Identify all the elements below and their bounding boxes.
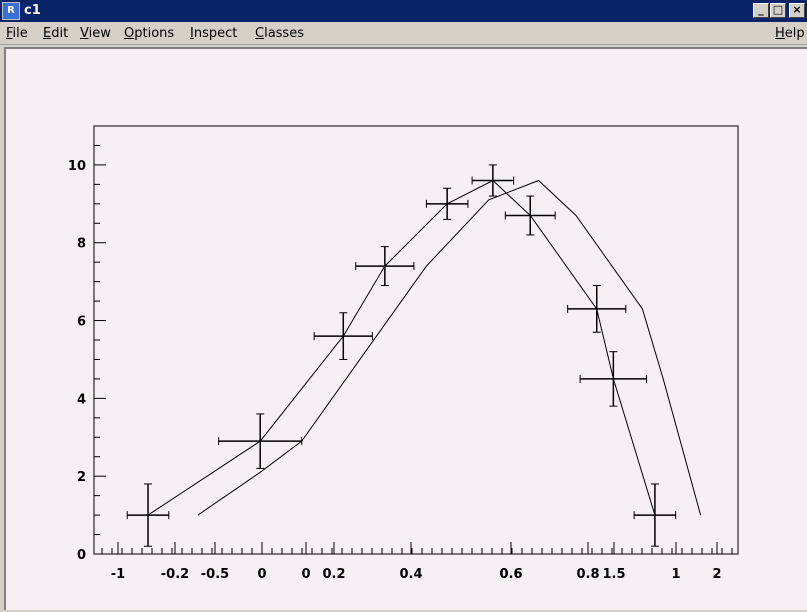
curves bbox=[147, 179, 702, 516]
x-axis: -1 -0.2 -0.5 0 0 0.2 0.4 0.60.6 0.8 1.5 1 2 bbox=[101, 542, 733, 582]
maximize-button[interactable]: □ bbox=[770, 3, 786, 18]
data-points bbox=[126, 164, 677, 547]
plot-frame bbox=[93, 125, 739, 555]
x-tick-label: 0.4 bbox=[399, 567, 422, 582]
menu-options[interactable]: Options bbox=[124, 26, 175, 41]
root-app-icon[interactable]: R bbox=[2, 2, 20, 20]
data-point bbox=[504, 195, 556, 236]
data-point bbox=[313, 312, 373, 360]
data-point bbox=[218, 413, 303, 469]
x-tick-label: 2 bbox=[712, 567, 721, 582]
menu-inspect[interactable]: Inspect bbox=[190, 26, 238, 41]
menu-classes[interactable]: Classes bbox=[255, 26, 304, 41]
menu-view[interactable]: View bbox=[80, 26, 111, 41]
data-point bbox=[579, 351, 648, 407]
x-tick-label: 1 bbox=[671, 567, 680, 582]
y-tick-label: 2 bbox=[77, 470, 86, 485]
series-line-2 bbox=[197, 179, 702, 516]
series-line-1 bbox=[147, 179, 656, 516]
y-tick-label: 8 bbox=[77, 237, 86, 252]
menu-bar: File Edit View Options Inspect Classes H… bbox=[0, 22, 807, 45]
data-point bbox=[126, 483, 170, 547]
x-tick-label: -1 bbox=[111, 567, 125, 582]
title-bar: R c1 _ □ × bbox=[0, 0, 807, 22]
y-tick-label: 6 bbox=[77, 315, 86, 330]
minimize-button[interactable]: _ bbox=[753, 3, 769, 18]
canvas-area[interactable] bbox=[4, 47, 807, 610]
y-axis: 0 2 4 6 8 10 bbox=[68, 125, 106, 563]
menu-help[interactable]: Help bbox=[775, 26, 805, 41]
y-tick-label: 10 bbox=[68, 159, 86, 174]
data-point bbox=[567, 285, 627, 333]
y-tick-label: 0 bbox=[77, 548, 86, 563]
close-button[interactable]: × bbox=[789, 3, 805, 18]
menu-file[interactable]: File bbox=[6, 26, 28, 41]
data-point bbox=[425, 187, 469, 220]
menu-edit[interactable]: Edit bbox=[43, 26, 69, 41]
y-tick-label: 4 bbox=[77, 392, 86, 407]
x-tick-label: -0.2 bbox=[161, 567, 189, 582]
x-tick-label: 1.5 bbox=[602, 567, 625, 582]
x-tick-label: 0.6 bbox=[499, 567, 522, 582]
data-point bbox=[355, 246, 415, 287]
data-point bbox=[471, 164, 515, 197]
x-tick-label: 0.2 bbox=[322, 567, 345, 582]
x-tick-label: 0.8 bbox=[576, 567, 599, 582]
x-tick-label: 0 bbox=[301, 567, 310, 582]
x-tick-label: 0.6 bbox=[499, 567, 522, 582]
window-title: c1 bbox=[24, 3, 41, 18]
x-tick-label: -0.5 bbox=[201, 567, 229, 582]
x-tick-label: 0 bbox=[257, 567, 266, 582]
data-point bbox=[633, 483, 677, 547]
